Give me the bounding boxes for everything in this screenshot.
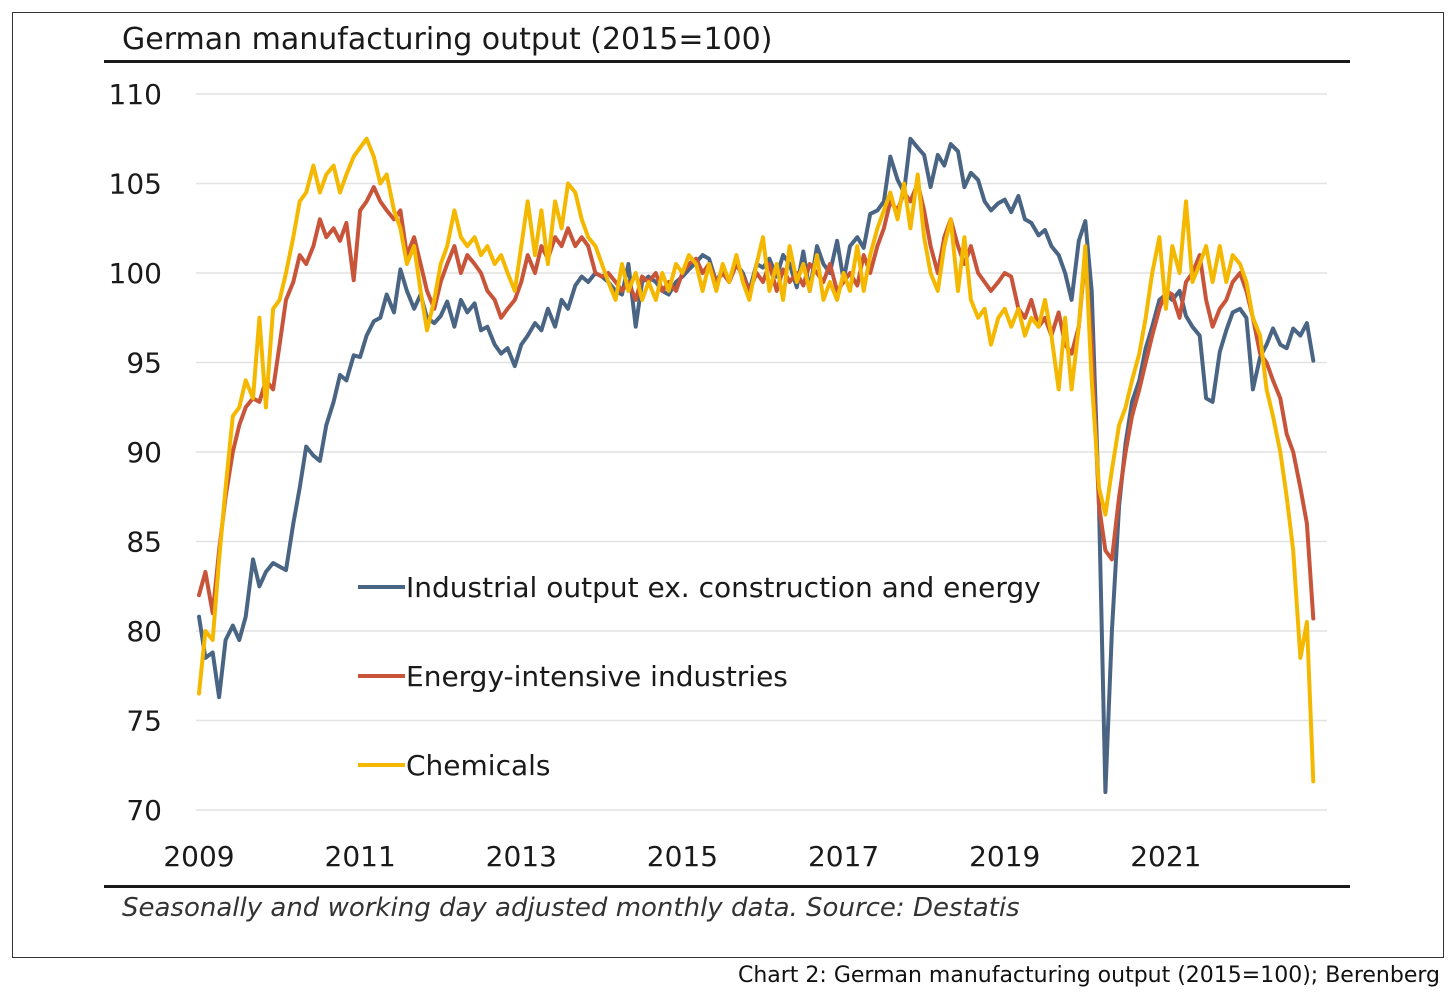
chart-frame [12,12,1444,958]
x-tick-label-2009: 2009 [163,840,234,873]
x-tick-label-2019: 2019 [969,840,1040,873]
legend-label-1: Industrial output ex. construction and e… [406,571,1041,604]
x-tick-label-2011: 2011 [325,840,396,873]
x-tick-label-2015: 2015 [647,840,718,873]
y-tick-label-105: 105 [109,168,162,201]
x-tick-label-2013: 2013 [486,840,557,873]
source-rule [104,885,1350,888]
y-tick-label-70: 70 [126,794,162,827]
x-tick-label-2021: 2021 [1130,840,1201,873]
figure-caption: Chart 2: German manufacturing output (20… [737,963,1440,988]
source-note: Seasonally and working day adjusted mont… [122,893,1020,923]
x-tick-label-2017: 2017 [808,840,879,873]
y-tick-label-95: 95 [126,347,162,380]
y-tick-label-100: 100 [109,257,162,290]
chart-title: German manufacturing output (2015=100) [122,22,773,57]
series-line-3 [197,136,1316,784]
y-tick-label-75: 75 [126,705,162,738]
series-line-2 [197,181,1316,621]
series-line-1 [197,136,1316,795]
y-tick-label-90: 90 [126,436,162,469]
title-rule [104,60,1350,63]
legend-label-3: Chemicals [406,749,551,782]
y-tick-label-80: 80 [126,615,162,648]
y-tick-label-110: 110 [109,78,162,111]
legend-label-2: Energy-intensive industries [406,660,788,693]
y-tick-label-85: 85 [126,526,162,559]
